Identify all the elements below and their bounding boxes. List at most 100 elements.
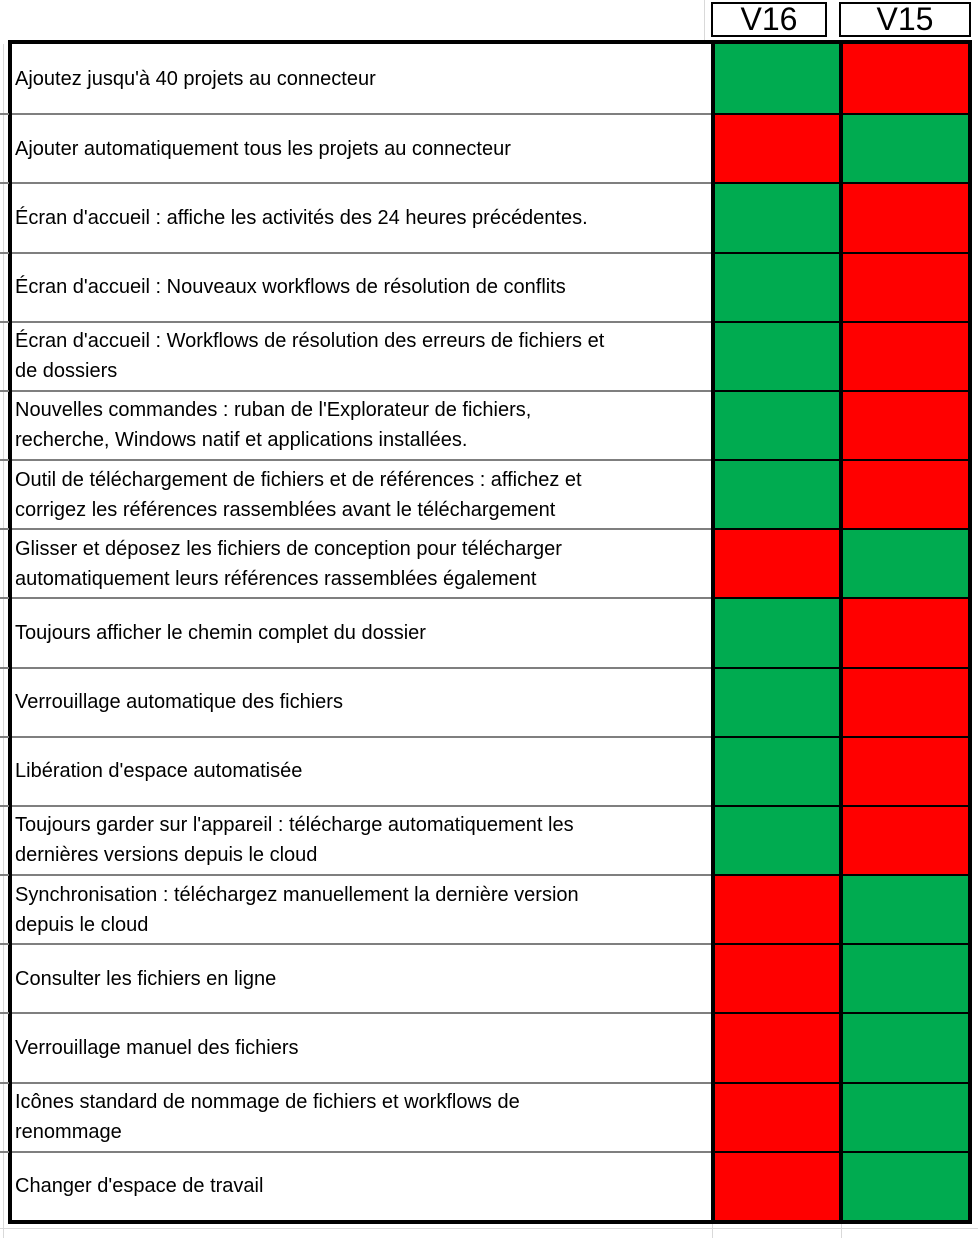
column-header-v15-label: V15 <box>876 1 934 37</box>
feature-label: Icônes standard de nommage de fichiers e… <box>15 1091 520 1144</box>
gridline-vertical-bottom-2 <box>841 1224 842 1238</box>
v15-status-cell <box>839 44 968 114</box>
feature-label: Écran d'accueil : affiche les activités … <box>15 206 588 229</box>
v16-status-cell <box>711 597 839 667</box>
table-row: Verrouillage automatique des fichiers <box>12 666 968 736</box>
comparison-table: Ajoutez jusqu'à 40 projets au connecteur… <box>8 40 972 1224</box>
gridline-vertical-bottom-1 <box>712 1224 713 1238</box>
v16-status-cell <box>711 943 839 1013</box>
row-gridline-stub <box>0 459 9 462</box>
feature-label: Ajouter automatiquement tous les projets… <box>15 137 511 160</box>
v15-status-cell <box>839 113 968 183</box>
row-gridline-stub <box>0 1150 9 1153</box>
row-gridline-stub <box>0 804 9 807</box>
column-header-v15: V15 <box>839 2 971 37</box>
feature-cell: Verrouillage automatique des fichiers <box>12 666 711 736</box>
table-row: Changer d'espace de travail <box>12 1150 968 1220</box>
feature-label: Ajoutez jusqu'à 40 projets au connecteur <box>15 67 376 90</box>
v15-status-cell <box>839 874 968 944</box>
feature-cell: Glisser et déposez les fichiers de conce… <box>12 528 711 598</box>
v15-status-cell <box>839 666 968 736</box>
feature-label: Toujours garder sur l'appareil : télécha… <box>15 814 574 867</box>
row-gridline-stub <box>0 389 9 392</box>
v15-status-cell <box>839 320 968 390</box>
row-gridline-stub <box>0 182 9 185</box>
table-row: Nouvelles commandes : ruban de l'Explora… <box>12 389 968 460</box>
v15-status-cell <box>839 1012 968 1082</box>
table-row: Glisser et déposez les fichiers de conce… <box>12 528 968 598</box>
feature-cell: Ajouter automatiquement tous les projets… <box>12 113 711 183</box>
feature-cell: Ajoutez jusqu'à 40 projets au connecteur <box>12 44 711 114</box>
feature-label: Outil de téléchargement de fichiers et d… <box>15 468 582 521</box>
v15-status-cell <box>839 597 968 667</box>
feature-label: Libération d'espace automatisée <box>15 760 303 783</box>
feature-cell: Outil de téléchargement de fichiers et d… <box>12 459 711 529</box>
v15-status-cell <box>839 804 968 875</box>
row-gridline-stub <box>0 251 9 254</box>
table-row: Ajoutez jusqu'à 40 projets au connecteur <box>12 44 968 114</box>
table-row: Ajouter automatiquement tous les projets… <box>12 113 968 183</box>
v16-status-cell <box>711 1081 839 1151</box>
feature-cell: Verrouillage manuel des fichiers <box>12 1012 711 1082</box>
feature-label: Changer d'espace de travail <box>15 1175 264 1198</box>
feature-cell: Libération d'espace automatisée <box>12 735 711 805</box>
table-row: Toujours afficher le chemin complet du d… <box>12 597 968 667</box>
feature-label: Écran d'accueil : Workflows de résolutio… <box>15 330 605 383</box>
v16-status-cell <box>711 666 839 736</box>
v15-status-cell <box>839 389 968 460</box>
feature-cell: Écran d'accueil : Workflows de résolutio… <box>12 320 711 390</box>
table-row: Outil de téléchargement de fichiers et d… <box>12 459 968 529</box>
v15-status-cell <box>839 943 968 1013</box>
gridline-horizontal-bottom <box>0 1228 978 1229</box>
v16-status-cell <box>711 182 839 252</box>
feature-label: Verrouillage manuel des fichiers <box>15 1036 299 1059</box>
table-row: Écran d'accueil : Workflows de résolutio… <box>12 320 968 390</box>
row-gridline-stub <box>0 735 9 738</box>
v16-status-cell <box>711 320 839 390</box>
v15-status-cell <box>839 1150 968 1220</box>
v15-status-cell <box>839 1081 968 1151</box>
feature-cell: Toujours garder sur l'appareil : télécha… <box>12 804 711 875</box>
row-gridline-stub <box>0 320 9 323</box>
v16-status-cell <box>711 251 839 321</box>
gridline-vertical-top <box>704 0 705 40</box>
v16-status-cell <box>711 44 839 114</box>
feature-cell: Synchronisation : téléchargez manuelleme… <box>12 874 711 944</box>
feature-label: Écran d'accueil : Nouveaux workflows de … <box>15 276 566 299</box>
table-row: Écran d'accueil : affiche les activités … <box>12 182 968 252</box>
v15-status-cell <box>839 528 968 598</box>
feature-label: Verrouillage automatique des fichiers <box>15 691 343 714</box>
table-row: Icônes standard de nommage de fichiers e… <box>12 1081 968 1151</box>
v16-status-cell <box>711 874 839 944</box>
table-row: Libération d'espace automatisée <box>12 735 968 805</box>
v16-status-cell <box>711 113 839 183</box>
table-row: Consulter les fichiers en ligne <box>12 943 968 1013</box>
row-gridline-stub <box>0 943 9 946</box>
v15-status-cell <box>839 459 968 529</box>
v16-status-cell <box>711 528 839 598</box>
feature-cell: Changer d'espace de travail <box>12 1150 711 1220</box>
feature-label: Consulter les fichiers en ligne <box>15 967 277 990</box>
row-gridline-stub <box>0 113 9 116</box>
row-gridline-stub <box>0 1012 9 1015</box>
row-gridline-stub <box>0 1081 9 1084</box>
feature-cell: Icônes standard de nommage de fichiers e… <box>12 1081 711 1151</box>
feature-cell: Consulter les fichiers en ligne <box>12 943 711 1013</box>
feature-cell: Nouvelles commandes : ruban de l'Explora… <box>12 389 711 460</box>
v16-status-cell <box>711 389 839 460</box>
feature-label: Glisser et déposez les fichiers de conce… <box>15 537 562 590</box>
gridline-vertical-left <box>3 44 4 1238</box>
row-gridline-stub <box>0 597 9 600</box>
row-gridline-stub <box>0 666 9 669</box>
v15-status-cell <box>839 735 968 805</box>
column-header-v16-label: V16 <box>740 1 798 37</box>
feature-cell: Écran d'accueil : affiche les activités … <box>12 182 711 252</box>
table-row: Écran d'accueil : Nouveaux workflows de … <box>12 251 968 321</box>
feature-label: Synchronisation : téléchargez manuelleme… <box>15 883 579 936</box>
feature-label: Nouvelles commandes : ruban de l'Explora… <box>15 399 532 452</box>
v16-status-cell <box>711 459 839 529</box>
v16-status-cell <box>711 1012 839 1082</box>
v16-status-cell <box>711 804 839 875</box>
row-gridline-stub <box>0 528 9 531</box>
feature-label: Toujours afficher le chemin complet du d… <box>15 621 426 644</box>
